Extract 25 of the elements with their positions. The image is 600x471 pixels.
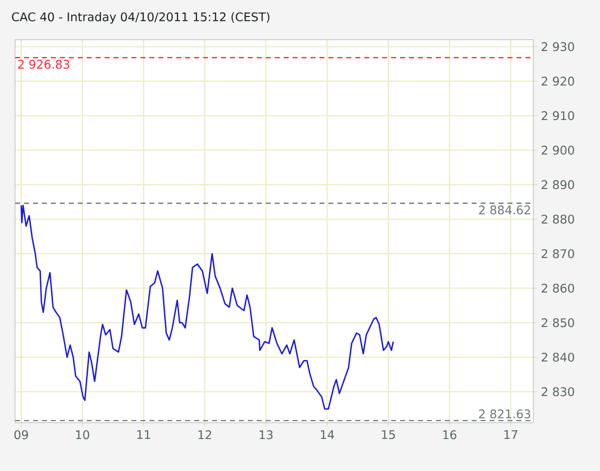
line-series — [20, 204, 394, 410]
y-tick-label: 2 910 — [542, 111, 574, 120]
x-tick-label: 11 — [137, 430, 150, 440]
x-tick-label: 14 — [320, 430, 334, 440]
y-tick-label: 2 930 — [542, 42, 574, 52]
x-tick-label: 09 — [14, 430, 28, 440]
y-tick-label: 2 880 — [542, 214, 574, 224]
chart-title: CAC 40 - Intraday 04/10/2011 15:12 (CEST) — [12, 12, 270, 24]
x-tick-label: 13 — [260, 430, 273, 440]
y-tick-label: 2 900 — [542, 146, 574, 155]
y-tick-label: 2 830 — [542, 387, 574, 396]
y-tick-label: 2 890 — [542, 180, 574, 190]
x-tick-label: 15 — [382, 430, 395, 440]
y-tick-label: 2 840 — [542, 352, 574, 362]
x-tick-label: 17 — [504, 430, 518, 440]
y-tick-label: 2 870 — [542, 249, 574, 258]
ref-line-label: 2 821.63 — [479, 410, 530, 419]
y-tick-label: 2 920 — [542, 76, 574, 86]
x-tick-label: 10 — [76, 430, 90, 440]
y-tick-label: 2 850 — [542, 318, 574, 328]
ref-line-label: 2 926.83 — [18, 60, 70, 70]
x-tick-label: 12 — [198, 430, 212, 440]
ref-line-label: 2 884.62 — [479, 206, 530, 215]
y-tick-label: 2 860 — [542, 284, 574, 293]
x-tick-label: 16 — [443, 430, 456, 440]
